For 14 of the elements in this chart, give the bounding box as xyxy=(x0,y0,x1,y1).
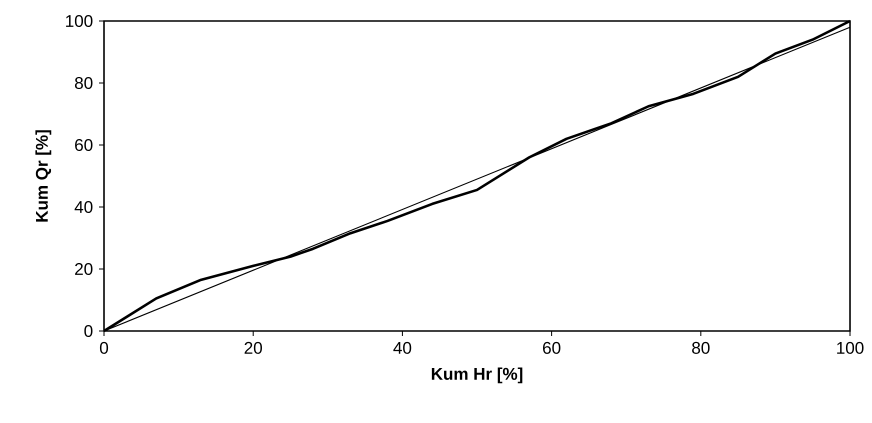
x-tick-label: 100 xyxy=(837,342,864,354)
y-tick-label: 60 xyxy=(75,138,92,152)
x-tick-label: 60 xyxy=(543,342,560,354)
x-axis-title: Kum Hr [%] xyxy=(432,367,522,384)
y-tick-label: 0 xyxy=(84,324,92,338)
y-axis-title: Kum Qr [%] xyxy=(35,130,52,222)
y-tick-label: 40 xyxy=(74,200,92,214)
y-tick-label: 20 xyxy=(75,262,92,276)
x-tick-label: 40 xyxy=(393,342,412,354)
y-tick-label: 80 xyxy=(74,76,92,90)
y-tick-label: 100 xyxy=(66,14,92,28)
x-tick-label: 20 xyxy=(244,342,262,354)
x-tick-label: 80 xyxy=(692,342,710,354)
x-tick-label: 0 xyxy=(100,342,108,354)
